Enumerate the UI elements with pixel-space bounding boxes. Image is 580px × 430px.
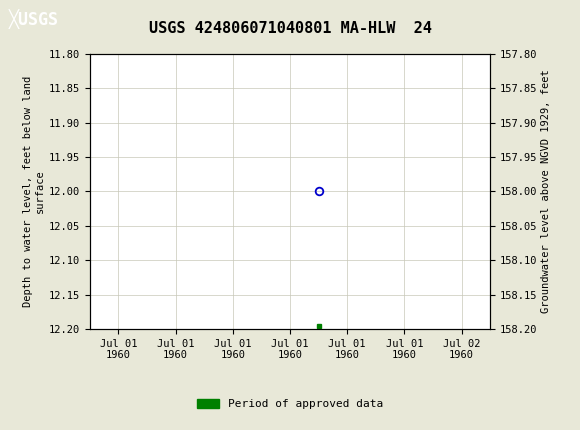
Text: USGS 424806071040801 MA-HLW  24: USGS 424806071040801 MA-HLW 24 — [148, 22, 432, 36]
Legend: Period of approved data: Period of approved data — [193, 395, 387, 414]
Y-axis label: Groundwater level above NGVD 1929, feet: Groundwater level above NGVD 1929, feet — [542, 70, 552, 313]
Y-axis label: Depth to water level, feet below land
surface: Depth to water level, feet below land su… — [23, 76, 45, 307]
Text: ╳USGS: ╳USGS — [9, 9, 59, 29]
